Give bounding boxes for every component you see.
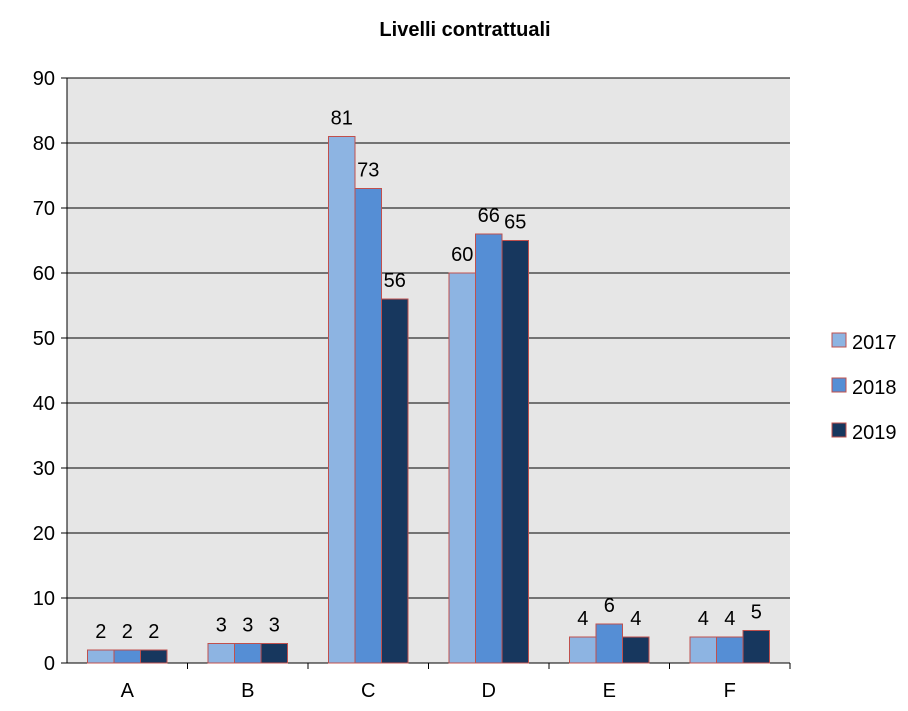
data-label: 3 bbox=[242, 615, 253, 637]
legend-swatch-2019 bbox=[831, 422, 847, 438]
chart-title: Livelli contrattuali bbox=[379, 19, 550, 41]
data-label: 5 bbox=[751, 602, 762, 624]
y-tick-label: 0 bbox=[44, 653, 55, 675]
y-tick-label: 30 bbox=[33, 458, 55, 480]
x-tick-label: E bbox=[603, 680, 616, 702]
data-label: 4 bbox=[577, 608, 588, 630]
data-label: 6 bbox=[604, 595, 615, 617]
bar-2019-B bbox=[260, 643, 288, 664]
x-tick-label: C bbox=[361, 680, 375, 702]
data-label: 4 bbox=[630, 608, 641, 630]
legend-label: 2019 bbox=[852, 422, 897, 444]
y-tick-label: 20 bbox=[33, 523, 55, 545]
y-tick-label: 90 bbox=[33, 68, 55, 90]
bar-2018-A bbox=[113, 649, 141, 664]
plot-background bbox=[67, 78, 790, 663]
y-tick-label: 70 bbox=[33, 198, 55, 220]
y-tick-label: 50 bbox=[33, 328, 55, 350]
bar-2018-B bbox=[234, 643, 262, 664]
data-label: 56 bbox=[384, 270, 406, 292]
y-tick-label: 10 bbox=[33, 588, 55, 610]
bar-2017-E bbox=[569, 636, 597, 664]
legend-swatch-2017 bbox=[831, 332, 847, 348]
bar-2017-B bbox=[207, 643, 235, 664]
data-label: 3 bbox=[269, 615, 280, 637]
bar-2019-C bbox=[381, 298, 409, 664]
bar-2017-D bbox=[448, 272, 476, 664]
data-label: 65 bbox=[504, 212, 526, 234]
x-tick-label: F bbox=[724, 680, 736, 702]
legend-label: 2018 bbox=[852, 377, 897, 399]
bar-2017-C bbox=[328, 136, 356, 664]
bar-2017-F bbox=[689, 636, 717, 664]
data-label: 3 bbox=[216, 615, 227, 637]
x-tick-label: A bbox=[121, 680, 135, 702]
y-tick-label: 60 bbox=[33, 263, 55, 285]
bar-2019-E bbox=[622, 636, 650, 664]
bar-2019-F bbox=[742, 630, 770, 664]
x-tick-label: B bbox=[241, 680, 254, 702]
y-tick-label: 80 bbox=[33, 133, 55, 155]
data-label: 4 bbox=[698, 608, 709, 630]
bar-2017-A bbox=[87, 649, 115, 664]
data-label: 4 bbox=[724, 608, 735, 630]
bar-2018-C bbox=[354, 188, 382, 664]
bar-2019-A bbox=[140, 649, 168, 664]
data-label: 2 bbox=[122, 621, 133, 643]
data-label: 2 bbox=[95, 621, 106, 643]
y-tick-label: 40 bbox=[33, 393, 55, 415]
legend: 2017 2018 2019 bbox=[831, 332, 897, 444]
legend-swatch-2018 bbox=[831, 377, 847, 393]
bar-2018-D bbox=[475, 233, 503, 664]
data-label: 66 bbox=[478, 205, 500, 227]
bar-2018-F bbox=[716, 636, 744, 664]
data-label: 60 bbox=[451, 244, 473, 266]
data-label: 73 bbox=[357, 160, 379, 182]
x-tick-label: D bbox=[482, 680, 496, 702]
bar-2019-D bbox=[501, 240, 529, 664]
bar-2018-E bbox=[595, 623, 623, 664]
legend-label: 2017 bbox=[852, 332, 897, 354]
data-label: 81 bbox=[331, 108, 353, 130]
data-label: 2 bbox=[148, 621, 159, 643]
